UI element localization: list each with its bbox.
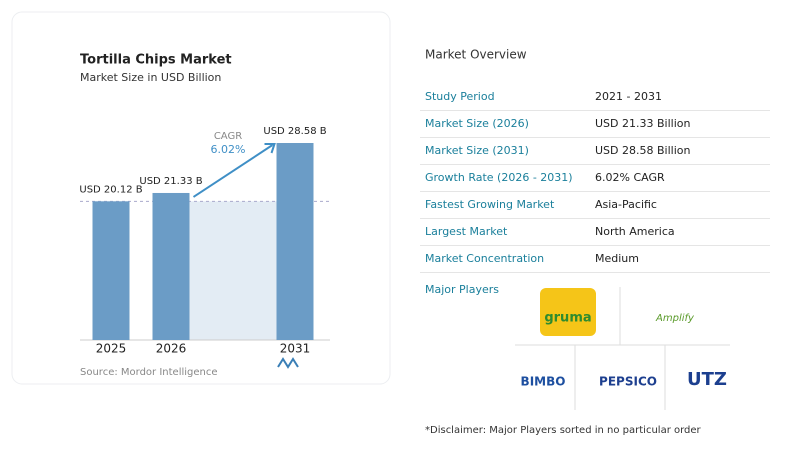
row-value: 6.02% CAGR [595,171,665,184]
value-label: USD 20.12 B [79,184,142,195]
shade [189,201,277,340]
bar [276,143,314,340]
row-label: Study Period [425,90,495,103]
cagr-label: CAGR [214,131,242,142]
value-label: USD 28.58 B [263,126,326,137]
player-logo: UTZ [687,369,727,390]
bar [92,201,130,340]
overview-title: Market Overview [425,48,527,62]
row-value: North America [595,225,675,238]
row-value: Asia-Pacific [595,198,657,211]
row-value: USD 21.33 Billion [595,117,690,130]
player-logo: BIMBO [521,375,566,389]
row-label: Market Size (2026) [425,117,529,130]
value-label: USD 21.33 B [139,176,202,187]
player-logo: PEPSICO [599,375,657,389]
player-logo: gruma [544,311,591,326]
players-title: Major Players [425,283,499,296]
row-value: 2021 - 2031 [595,90,662,103]
x-tick-label: 2031 [280,342,311,356]
chart-title: Tortilla Chips Market [80,53,232,68]
row-label: Fastest Growing Market [425,198,555,211]
x-tick-label: 2025 [96,342,127,356]
row-value: USD 28.58 Billion [595,144,690,157]
x-tick-label: 2026 [156,342,187,356]
row-label: Market Size (2031) [425,144,529,157]
bar [152,192,190,340]
row-label: Growth Rate (2026 - 2031) [425,171,573,184]
source: Source: Mordor Intelligence [80,367,218,378]
disclaimer: *Disclaimer: Major Players sorted in no … [425,425,702,436]
players-grid [515,287,730,410]
player-logo: Amplify [655,313,695,324]
chart-subtitle: Market Size in USD Billion [80,71,221,84]
row-label: Largest Market [425,225,508,238]
arrow-head [264,143,276,154]
row-value: Medium [595,252,639,265]
row-label: Market Concentration [425,252,544,265]
brand-icon [277,357,299,369]
cagr-arrow [192,144,274,198]
cagr-value: 6.02% [211,143,246,156]
logo-badge [540,288,596,336]
